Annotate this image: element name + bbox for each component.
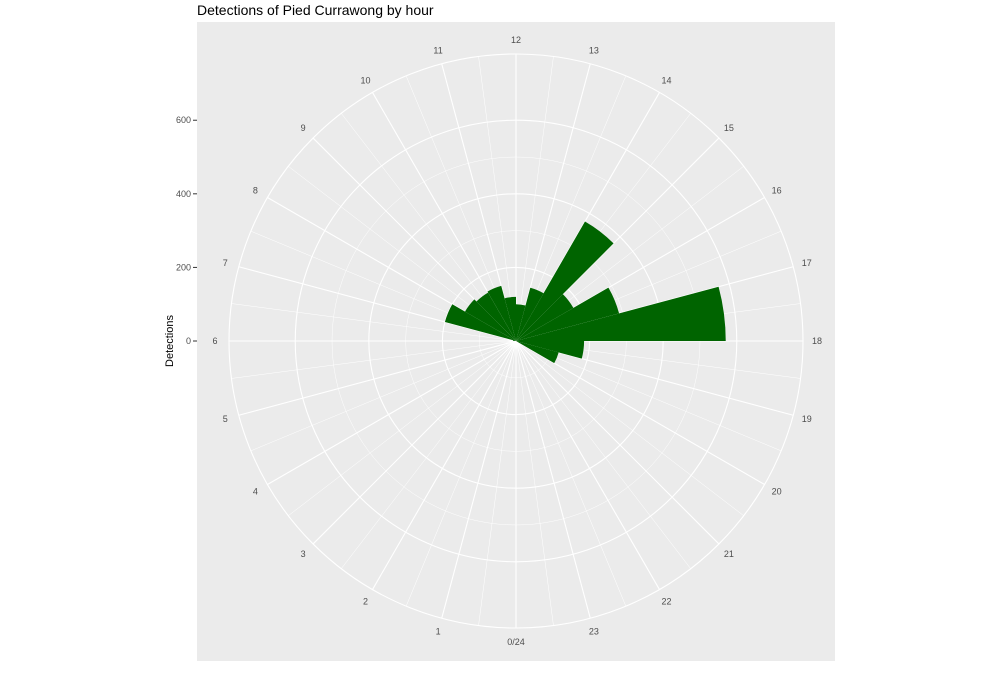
hour-label: 10 bbox=[360, 75, 370, 85]
bar-hour-10 bbox=[487, 285, 516, 341]
grid-spoke-minor bbox=[231, 340, 517, 379]
bar-hour-19 bbox=[516, 341, 559, 364]
hour-label: 1 bbox=[436, 627, 441, 637]
bar-hour-17 bbox=[516, 286, 726, 341]
grid-spoke bbox=[441, 340, 517, 619]
hour-label: 2 bbox=[363, 597, 368, 607]
hour-label: 7 bbox=[223, 258, 228, 268]
hour-label: 14 bbox=[661, 75, 671, 85]
bar-hour-9 bbox=[476, 292, 516, 341]
grid-spoke-minor bbox=[288, 340, 517, 516]
grid-spoke bbox=[312, 340, 517, 545]
y-tick-label: 200 bbox=[176, 262, 191, 272]
hour-label: 6 bbox=[212, 336, 217, 346]
hour-label: 11 bbox=[433, 45, 442, 55]
grid-spoke-minor bbox=[515, 56, 554, 342]
grid-spoke bbox=[515, 340, 660, 590]
grid-spoke bbox=[372, 340, 517, 590]
bar-hour-7 bbox=[444, 304, 516, 341]
grid-spoke-minor bbox=[231, 303, 517, 342]
bar-group bbox=[444, 221, 726, 364]
hour-label: 17 bbox=[802, 258, 812, 268]
hour-label: 9 bbox=[301, 123, 306, 133]
chart-title: Detections of Pied Currawong by hour bbox=[197, 2, 434, 18]
hour-label: 19 bbox=[802, 414, 812, 424]
y-tick-label: 400 bbox=[176, 189, 191, 199]
grid-lines bbox=[228, 53, 804, 629]
grid-spoke-minor bbox=[515, 340, 554, 626]
hour-label: 15 bbox=[724, 123, 734, 133]
grid-spoke bbox=[267, 340, 517, 485]
bar-hour-15 bbox=[516, 294, 574, 341]
hour-label: 23 bbox=[589, 627, 599, 637]
y-axis: 0 200 400 600 bbox=[176, 115, 197, 346]
grid-spoke-minor bbox=[515, 340, 691, 569]
hour-label: 20 bbox=[772, 487, 782, 497]
grid-spoke bbox=[515, 340, 591, 619]
grid-spoke-minor bbox=[478, 56, 517, 342]
hour-label: 16 bbox=[772, 186, 782, 196]
bar-hour-6 bbox=[513, 340, 516, 341]
bar-hour-8 bbox=[465, 299, 516, 341]
y-tick-label: 0 bbox=[186, 336, 191, 346]
hour-label: 22 bbox=[661, 597, 671, 607]
bar-hour-12 bbox=[516, 304, 526, 341]
grid-spoke-minor bbox=[250, 340, 517, 452]
grid-spoke bbox=[515, 340, 765, 485]
grid-spoke bbox=[515, 340, 794, 416]
hour-label: 18 bbox=[812, 336, 822, 346]
bar-hour-16 bbox=[516, 287, 620, 341]
hour-label: 13 bbox=[589, 45, 599, 55]
hour-label: 12 bbox=[511, 35, 521, 45]
y-tick-label: 600 bbox=[176, 115, 191, 125]
bar-hour-18 bbox=[516, 341, 585, 359]
grid-spoke bbox=[515, 340, 720, 545]
hour-label: 5 bbox=[223, 414, 228, 424]
hour-label: 21 bbox=[724, 549, 734, 559]
hour-label: 0/24 bbox=[507, 637, 525, 647]
grid-spoke-minor bbox=[515, 340, 782, 452]
grid-spoke bbox=[238, 340, 517, 416]
grid-spoke-minor bbox=[405, 340, 517, 607]
hour-label: 8 bbox=[253, 186, 258, 196]
hour-labels: 0/24123456789101112131415161718192021222… bbox=[212, 35, 822, 647]
bar-hour-14 bbox=[516, 221, 614, 341]
grid-spoke-minor bbox=[341, 340, 517, 569]
grid-spoke-minor bbox=[478, 340, 517, 626]
bar-hour-11 bbox=[504, 296, 516, 341]
grid-spoke-minor bbox=[515, 340, 744, 516]
hour-label: 3 bbox=[301, 549, 306, 559]
hour-label: 4 bbox=[253, 487, 258, 497]
bar-hour-13 bbox=[516, 287, 544, 341]
grid-spoke-minor bbox=[515, 340, 627, 607]
